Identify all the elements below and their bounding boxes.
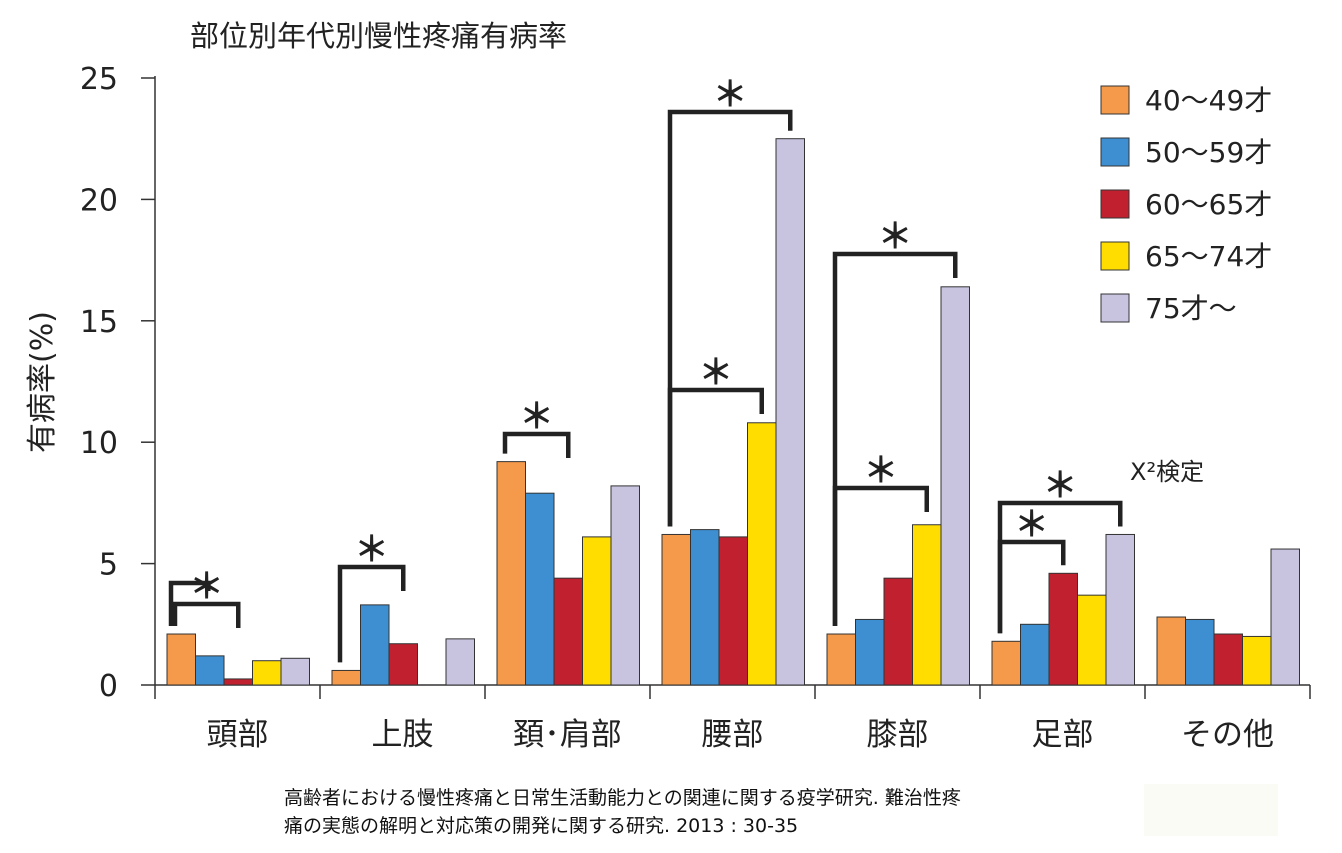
y-tick-label: 5 (99, 548, 118, 583)
bar (553, 577, 583, 686)
bar (747, 422, 777, 686)
significance-bracket (997, 500, 1123, 634)
significance-asterisk: ＊ (520, 397, 554, 437)
bar (775, 138, 805, 686)
bar (661, 533, 691, 686)
x-tick-label: 膝部 (867, 717, 929, 753)
bar (1105, 533, 1135, 686)
bar (1185, 618, 1215, 686)
x-tick-label: 足部 (1032, 717, 1094, 753)
legend-label: 75才～ (1145, 292, 1237, 325)
bar (883, 577, 913, 686)
legend-swatch (1100, 241, 1130, 271)
y-tick-label: 15 (80, 305, 118, 340)
bar (582, 536, 612, 686)
significance-bracket (667, 109, 793, 527)
bar (1048, 572, 1078, 686)
bar (855, 618, 885, 686)
legend-swatch (1100, 137, 1130, 167)
legend-swatch (1100, 189, 1130, 219)
bar (252, 660, 282, 686)
legend-swatch (1100, 85, 1130, 115)
y-axis-label: 有病率(%) (25, 311, 60, 453)
legend-label: 50～59才 (1145, 136, 1272, 169)
bar (195, 655, 225, 686)
decorative-box (1144, 784, 1278, 836)
legend-swatch (1100, 293, 1130, 323)
x-tick-label: 上肢 (372, 717, 434, 753)
bar (1020, 623, 1050, 686)
significance-asterisk: ＊ (1043, 466, 1077, 506)
significance-asterisk: ＊ (878, 217, 912, 257)
bar (388, 643, 418, 686)
significance-bracket (337, 564, 406, 663)
bar (940, 286, 970, 686)
test-label: X²検定 (1130, 458, 1204, 486)
bar (331, 669, 361, 686)
bar (166, 633, 196, 686)
legend-label: 40～49才 (1145, 84, 1272, 117)
y-tick-label: 10 (80, 426, 118, 461)
significance-asterisk: ＊ (699, 353, 733, 393)
legend-label: 60～65才 (1145, 188, 1272, 221)
source-line-2: 痛の実態の解明と対応策の開発に関する研究. 2013 : 30-35 (284, 815, 799, 837)
bar (1242, 635, 1272, 686)
source-citation: 高齢者における慢性疼痛と日常生活動能力との関連に関する疫学研究. 難治性疼 痛の… (284, 784, 1124, 840)
bar (1270, 548, 1300, 686)
significance-asterisk: ＊ (713, 75, 747, 115)
bar (360, 604, 390, 686)
significance-asterisk: ＊ (355, 530, 389, 570)
bar (496, 461, 526, 686)
significance-asterisk: ＊ (1015, 505, 1049, 545)
y-tick-label: 25 (80, 62, 118, 97)
bar (991, 640, 1021, 686)
significance-asterisk: ＊ (864, 451, 898, 491)
significance-bracket (502, 431, 571, 458)
x-tick-label: 頚･肩部 (513, 717, 622, 753)
source-line-1: 高齢者における慢性疼痛と日常生活動能力との関連に関する疫学研究. 難治性疼 (284, 787, 961, 809)
x-tick-label: 頭部 (207, 717, 269, 753)
bar (912, 524, 942, 686)
bar (445, 638, 475, 686)
bar (610, 485, 640, 686)
bar (223, 678, 253, 686)
x-tick-label: その他 (1181, 717, 1274, 753)
chart-title: 部位別年代別慢性疼痛有病率 (190, 19, 567, 53)
bar (525, 492, 555, 686)
y-tick-label: 20 (80, 183, 118, 218)
significance-bracket (832, 251, 958, 627)
bar (826, 633, 856, 686)
bar (280, 657, 310, 686)
significance-bracket (168, 580, 211, 627)
legend-label: 65～74才 (1145, 240, 1272, 273)
bar (718, 536, 748, 686)
bar (1213, 633, 1243, 686)
bar (1077, 594, 1107, 686)
x-tick-label: 腰部 (702, 717, 764, 753)
y-tick-label: 0 (99, 669, 118, 704)
bar (1156, 616, 1186, 686)
bar (690, 529, 720, 686)
significance-bracket (172, 601, 241, 628)
